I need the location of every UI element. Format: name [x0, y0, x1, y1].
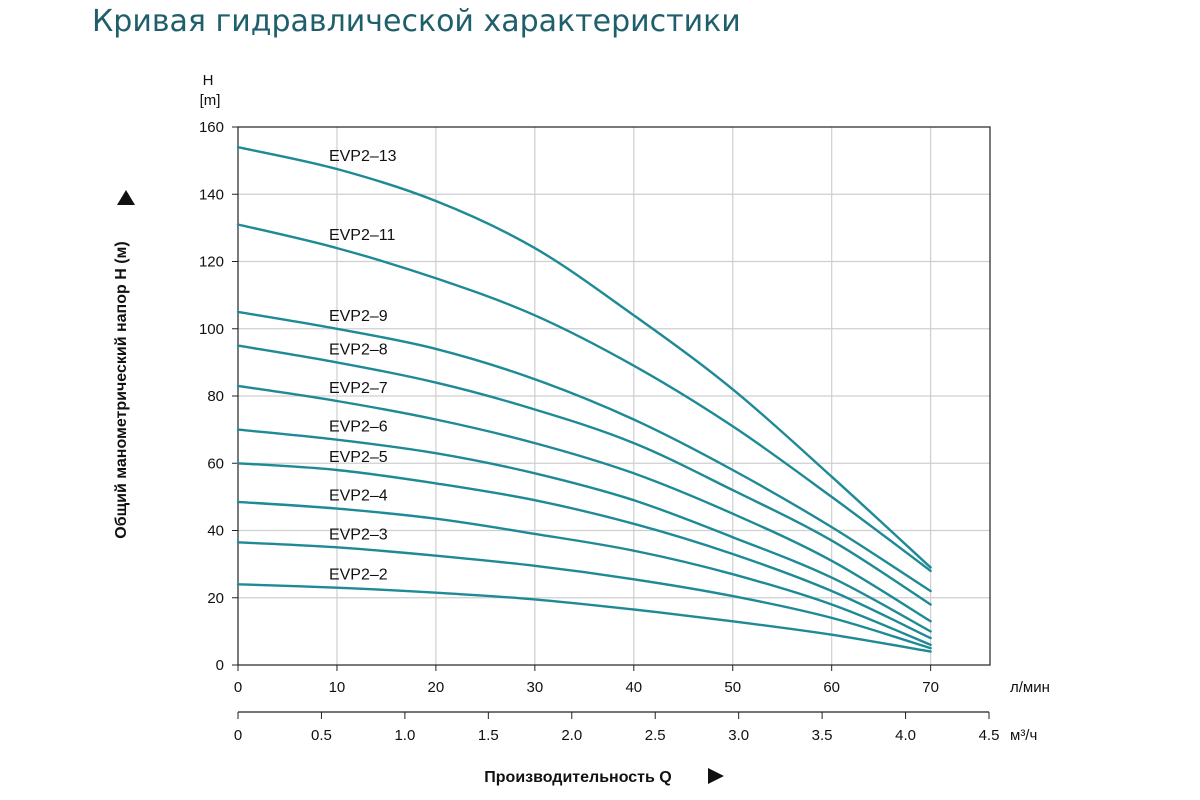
y-tick-label: 120 — [199, 254, 224, 271]
series-line — [236, 384, 932, 623]
y-tick-label: 0 — [216, 657, 224, 674]
x-tick-label-lmin: 60 — [823, 679, 840, 696]
series-label: EVP2–11 — [329, 227, 396, 244]
y-tick-label: 100 — [199, 321, 224, 338]
x-axis-arrow-icon — [708, 768, 724, 784]
grid — [238, 127, 990, 665]
x-tick-label-m3h: 2.0 — [561, 727, 582, 744]
series-label: EVP2–7 — [329, 380, 388, 397]
series-label: EVP2–8 — [329, 341, 388, 358]
x-tick-label-m3h: 1.5 — [478, 727, 499, 744]
x-tick-label-m3h: 4.0 — [895, 727, 916, 744]
series-lines — [236, 146, 932, 653]
plot-frame — [237, 126, 991, 666]
series-line — [236, 462, 932, 640]
series-line — [236, 583, 932, 653]
y-tick-label: 40 — [207, 523, 224, 540]
series-label: EVP2–6 — [329, 419, 388, 436]
series-label: EVP2–2 — [329, 567, 388, 584]
series-label: EVP2–13 — [329, 148, 397, 165]
y-tick-label: 60 — [207, 455, 224, 472]
axes — [232, 126, 991, 719]
x-tick-label-m3h: 1.0 — [394, 727, 415, 744]
series-label: EVP2–9 — [329, 308, 388, 325]
x-tick-label-m3h: 2.5 — [645, 727, 666, 744]
y-tick-label: 20 — [207, 590, 224, 607]
chart-text: 0 20 40 60 80 100 120 140 160 0 10 20 30 40 50 60 70 0 0.5… — [113, 72, 1050, 786]
series-line — [236, 146, 932, 569]
x-tick-label-lmin: 70 — [922, 679, 939, 696]
series-line — [236, 428, 932, 633]
series-line — [236, 344, 932, 606]
x-tick-label-lmin: 10 — [329, 679, 346, 696]
series-label: EVP2–3 — [329, 526, 388, 543]
y-unit-bracket: [m] — [200, 92, 221, 109]
series-label: EVP2–4 — [329, 488, 388, 505]
y-axis-title: Общий манометрический напор H (м) — [113, 241, 130, 538]
series-line — [236, 310, 932, 593]
series-line — [236, 223, 932, 573]
x-tick-label-lmin: 50 — [724, 679, 741, 696]
series-label: EVP2–5 — [329, 449, 388, 466]
x-tick-label-lmin: 0 — [234, 679, 242, 696]
y-unit-label: H — [203, 72, 214, 89]
x-tick-label-m3h: 0.5 — [311, 727, 332, 744]
x-unit-secondary: м³/ч — [1010, 727, 1037, 744]
page-title: Кривая гидравлической характеристики — [92, 4, 741, 39]
x-tick-label-m3h: 0 — [234, 727, 242, 744]
x-tick-label-m3h: 3.5 — [812, 727, 833, 744]
x-tick-label-m3h: 3.0 — [728, 727, 749, 744]
x-tick-label-lmin: 40 — [625, 679, 642, 696]
y-tick-label: 160 — [199, 119, 224, 136]
y-tick-label: 140 — [199, 186, 224, 203]
y-axis-arrow-icon — [117, 190, 135, 205]
x-unit-primary: л/мин — [1010, 679, 1050, 696]
x-tick-label-lmin: 20 — [428, 679, 445, 696]
x-axis-title: Производительность Q — [484, 769, 671, 786]
x-tick-label-m3h: 4.5 — [979, 727, 1000, 744]
y-tick-label: 80 — [207, 388, 224, 405]
series-line — [236, 500, 932, 646]
x-tick-label-lmin: 30 — [526, 679, 543, 696]
series-line — [236, 541, 932, 650]
